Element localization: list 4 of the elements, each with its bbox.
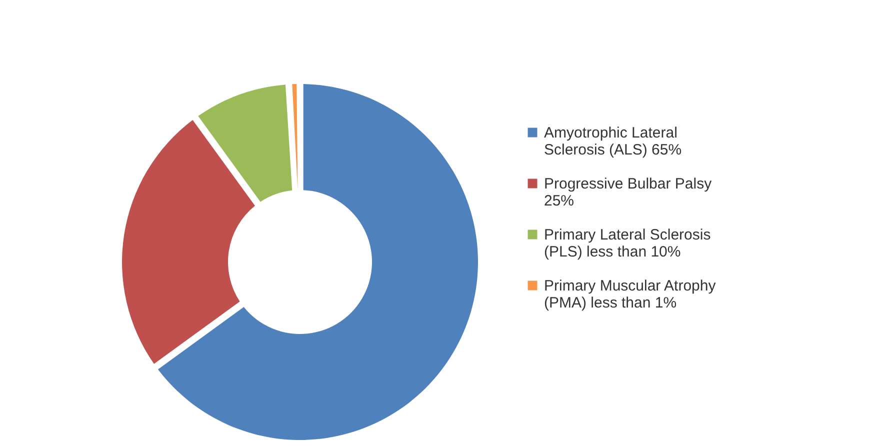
legend-label: Primary Muscular Atrophy (PMA) less than 1% bbox=[544, 278, 716, 312]
legend-label: Progressive Bulbar Palsy 25% bbox=[544, 176, 712, 210]
legend-label: Amyotrophic Lateral Sclerosis (ALS) 65% bbox=[544, 124, 682, 158]
legend-label: Primary Lateral Sclerosis (PLS) less than 10% bbox=[544, 226, 711, 260]
